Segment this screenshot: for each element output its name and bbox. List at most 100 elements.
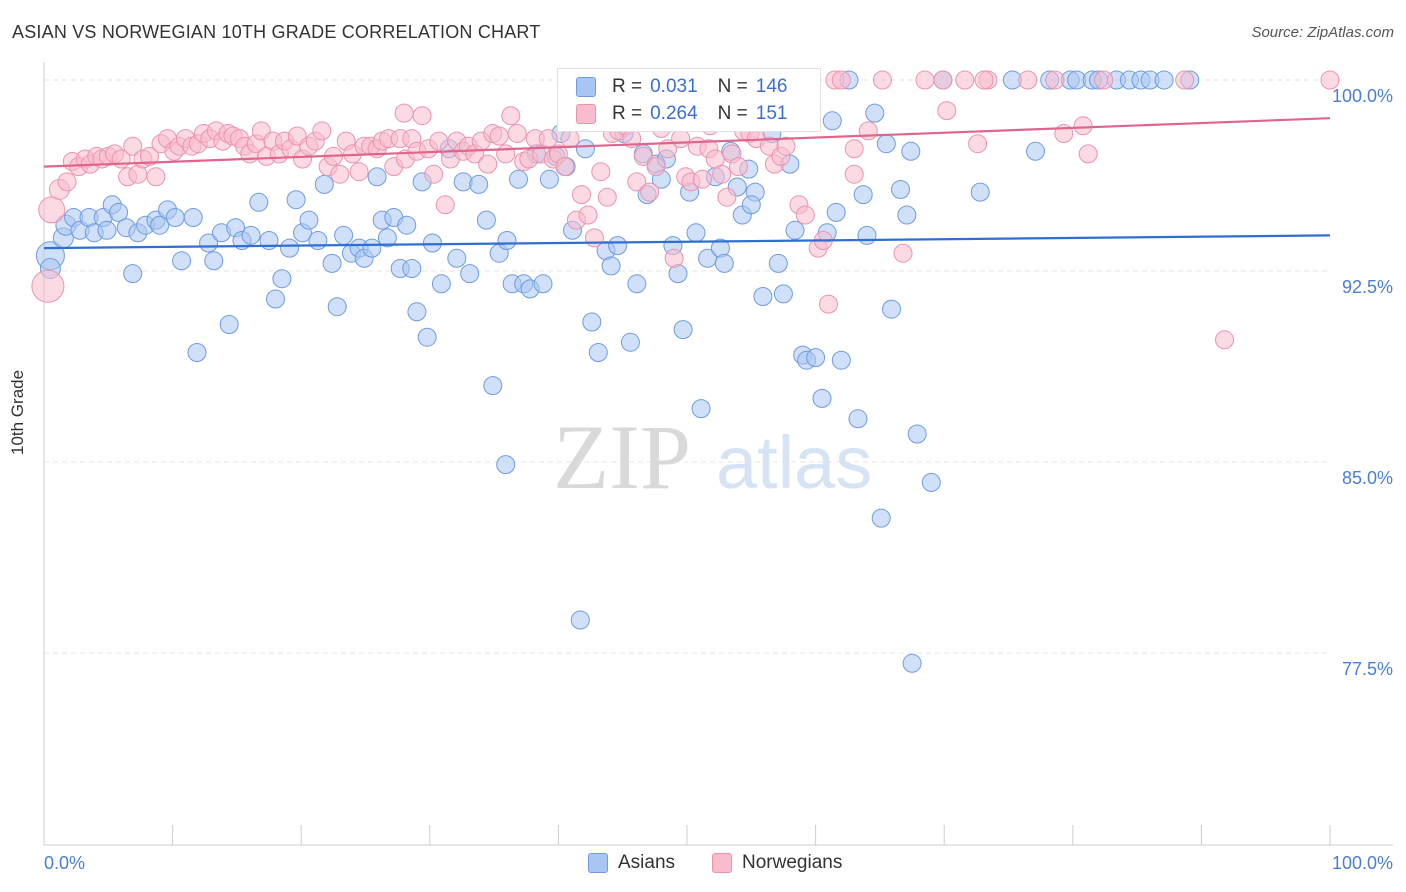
asians-point-9[interactable]	[97, 220, 117, 240]
asians-point-56[interactable]	[417, 327, 437, 347]
asians-point-58[interactable]	[431, 274, 451, 294]
asians-point-60[interactable]	[447, 248, 467, 268]
norwegians-point-78[interactable]	[501, 106, 521, 126]
asians-point-40[interactable]	[322, 253, 342, 273]
asians-point-79[interactable]	[570, 610, 590, 630]
norwegians-point-100[interactable]	[633, 146, 653, 166]
asians-point-65[interactable]	[483, 376, 503, 396]
asians-point-112[interactable]	[773, 284, 793, 304]
norwegians-point-146[interactable]	[1073, 116, 1093, 136]
asians-point-73[interactable]	[533, 274, 553, 294]
norwegians-point-124[interactable]	[776, 136, 796, 156]
asians-point-127[interactable]	[871, 508, 891, 528]
asians-point-37[interactable]	[299, 210, 319, 230]
norwegians-point-147[interactable]	[1078, 144, 1098, 164]
asians-point-126[interactable]	[865, 103, 885, 123]
asians-point-124[interactable]	[853, 185, 873, 205]
norwegians-point-67[interactable]	[435, 195, 455, 215]
asians-point-29[interactable]	[241, 225, 261, 245]
asians-point-103[interactable]	[714, 253, 734, 273]
asians-point-17[interactable]	[150, 215, 170, 235]
asians-point-81[interactable]	[582, 312, 602, 332]
norwegians-point-152[interactable]	[844, 139, 864, 159]
asians-point-49[interactable]	[377, 228, 397, 248]
asians-point-54[interactable]	[407, 302, 427, 322]
norwegians-point-87[interactable]	[555, 157, 575, 177]
norwegians-point-3[interactable]	[57, 172, 77, 192]
norwegians-point-90[interactable]	[572, 185, 591, 205]
asians-point-128[interactable]	[876, 134, 896, 154]
norwegians-point-134[interactable]	[844, 164, 864, 184]
asians-point-136[interactable]	[970, 182, 990, 202]
norwegians-point-155[interactable]	[394, 103, 414, 123]
asians-point-151[interactable]	[831, 350, 851, 370]
asians-point-57[interactable]	[422, 233, 442, 253]
asians-point-82[interactable]	[588, 343, 608, 362]
asians-point-111[interactable]	[768, 253, 788, 273]
norwegians-point-102[interactable]	[646, 157, 666, 177]
norwegians-point-105[interactable]	[664, 248, 684, 268]
norwegians-point-52[interactable]	[349, 162, 369, 182]
asians-point-32[interactable]	[266, 289, 285, 309]
asians-point-138[interactable]	[1026, 141, 1045, 161]
norwegians-point-110[interactable]	[692, 169, 712, 189]
asians-point-39[interactable]	[314, 174, 334, 194]
norwegians-point-49[interactable]	[330, 164, 350, 184]
asians-point-123[interactable]	[848, 409, 868, 429]
norwegians-point-140[interactable]	[955, 70, 975, 90]
asians-point-46[interactable]	[362, 238, 382, 258]
norwegians-point-1[interactable]	[38, 196, 66, 224]
asians-point-52[interactable]	[397, 215, 417, 235]
asians-point-125[interactable]	[857, 225, 877, 245]
asians-point-132[interactable]	[901, 141, 921, 161]
norwegians-point-135[interactable]	[858, 121, 878, 141]
norwegians-point-114[interactable]	[717, 187, 737, 207]
norwegians-point-149[interactable]	[1175, 70, 1195, 90]
asians-point-130[interactable]	[891, 180, 910, 199]
norwegians-point-91[interactable]	[578, 205, 598, 225]
asians-point-114[interactable]	[785, 220, 805, 240]
asians-point-109[interactable]	[753, 287, 773, 306]
norwegians-point-14[interactable]	[123, 136, 143, 156]
norwegians-point-88[interactable]	[560, 129, 580, 149]
norwegians-point-101[interactable]	[640, 182, 660, 202]
asians-point-11[interactable]	[109, 202, 129, 222]
norwegians-point-143[interactable]	[1018, 70, 1038, 90]
asians-point-47[interactable]	[367, 167, 387, 187]
norwegians-point-93[interactable]	[591, 162, 611, 182]
legend-item-norwegians[interactable]: Norwegians	[712, 852, 842, 874]
asians-point-153[interactable]	[497, 231, 517, 250]
asians-point-34[interactable]	[280, 238, 300, 258]
asians-point-148[interactable]	[1154, 70, 1174, 90]
asians-point-61[interactable]	[453, 172, 473, 192]
asians-point-152[interactable]	[902, 653, 922, 673]
norwegians-point-116[interactable]	[728, 157, 748, 177]
asians-point-21[interactable]	[183, 208, 203, 227]
asians-point-24[interactable]	[204, 251, 224, 271]
norwegians-point-0[interactable]	[31, 269, 65, 303]
asians-point-80[interactable]	[575, 139, 595, 159]
norwegians-point-63[interactable]	[412, 106, 432, 126]
asians-point-69[interactable]	[509, 169, 528, 189]
asians-point-88[interactable]	[627, 274, 647, 294]
asians-point-30[interactable]	[249, 192, 269, 212]
asians-point-134[interactable]	[921, 472, 941, 492]
norwegians-point-150[interactable]	[1215, 330, 1234, 350]
norwegians-point-92[interactable]	[584, 228, 604, 248]
norwegians-point-153[interactable]	[937, 101, 957, 121]
asians-point-131[interactable]	[897, 205, 917, 225]
asians-point-22[interactable]	[187, 343, 207, 362]
norwegians-point-17[interactable]	[140, 146, 159, 166]
norwegians-point-138[interactable]	[915, 70, 935, 90]
asians-point-13[interactable]	[123, 264, 143, 284]
asians-point-33[interactable]	[272, 269, 292, 289]
norwegians-point-77[interactable]	[496, 144, 516, 164]
asians-point-53[interactable]	[402, 259, 422, 278]
norwegians-point-76[interactable]	[489, 126, 509, 146]
norwegians-point-133[interactable]	[831, 70, 851, 90]
asians-point-120[interactable]	[822, 111, 842, 131]
asians-point-26[interactable]	[219, 315, 239, 334]
asians-point-133[interactable]	[907, 424, 927, 444]
norwegians-point-151[interactable]	[1320, 70, 1340, 90]
norwegians-point-94[interactable]	[597, 187, 617, 207]
